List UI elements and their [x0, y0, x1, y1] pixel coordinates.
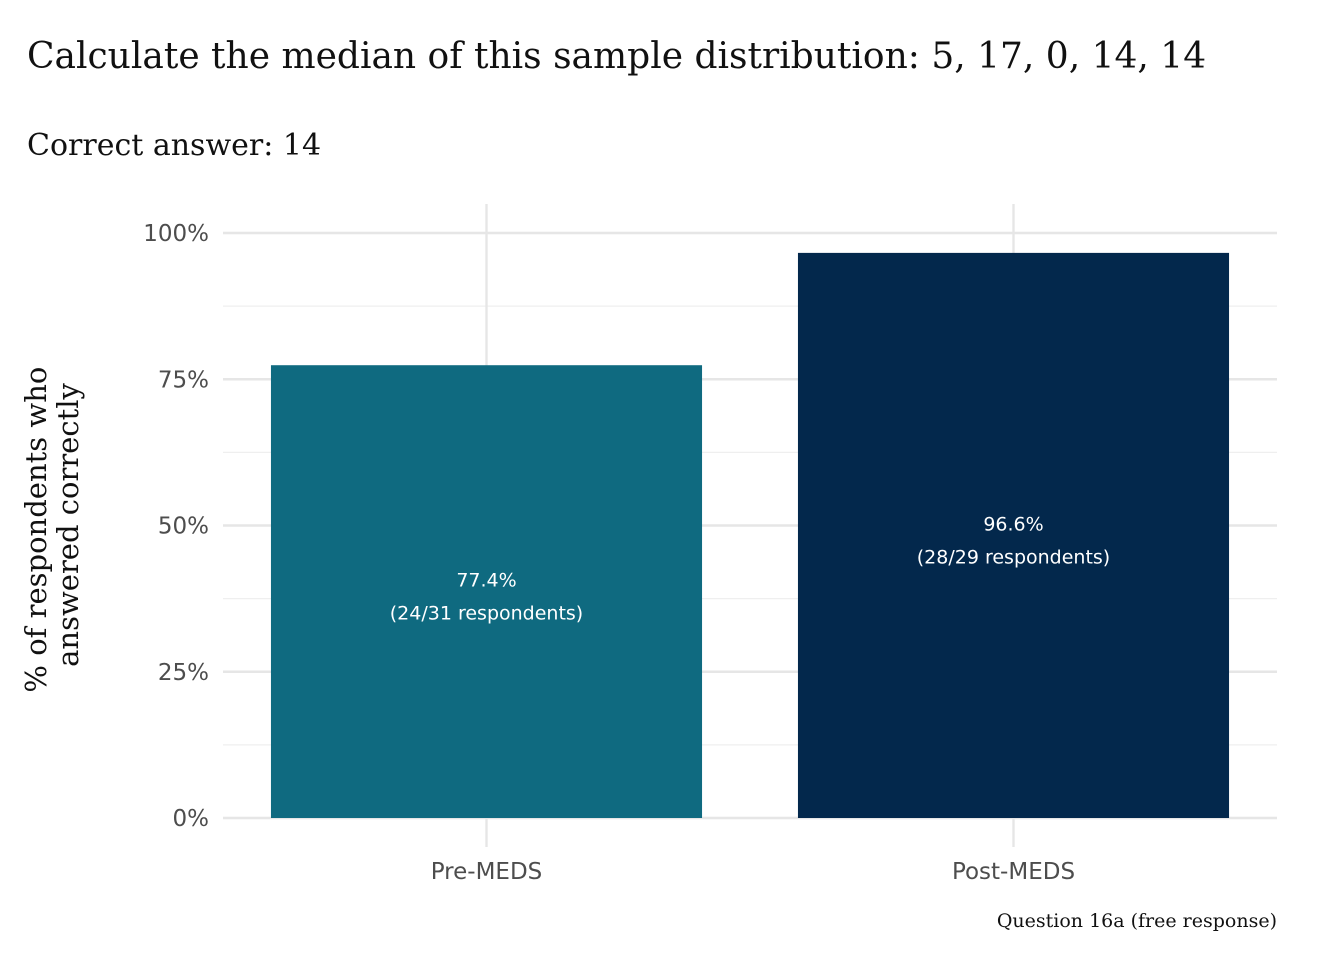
y-axis-label-line-2: answered correctly — [51, 382, 85, 666]
y-axis-label-line-1: % of respondents who — [19, 367, 53, 693]
chart-subtitle: Correct answer: 14 — [27, 128, 321, 163]
y-tick-label: 0% — [173, 806, 210, 832]
chart-caption: Question 16a (free response) — [997, 910, 1277, 932]
x-tick-label: Pre-MEDS — [431, 859, 543, 885]
y-tick-label: 100% — [143, 221, 209, 247]
x-axis-ticks: Pre-MEDS Post-MEDS — [431, 859, 1075, 885]
bar-pre-meds — [270, 365, 703, 818]
bar-post-meds — [797, 252, 1230, 818]
y-tick-label: 25% — [158, 660, 209, 686]
bar-respondents-label: (24/31 respondents) — [390, 603, 583, 625]
y-axis-label: % of respondents who answered correctly — [19, 357, 85, 692]
y-axis-ticks: 0% 25% 50% 75% 100% — [143, 221, 209, 832]
x-tick-label: Post-MEDS — [952, 859, 1075, 885]
y-tick-label: 50% — [158, 514, 209, 540]
bar-value-label: 77.4% — [456, 570, 516, 592]
bar-value-label: 96.6% — [983, 513, 1043, 535]
bars: 77.4% (24/31 respondents) 96.6% (28/29 resp… — [270, 252, 1230, 818]
chart-title: Calculate the median of this sample dist… — [27, 36, 1206, 77]
bar-respondents-label: (28/29 respondents) — [917, 546, 1110, 568]
y-tick-label: 75% — [158, 367, 209, 393]
